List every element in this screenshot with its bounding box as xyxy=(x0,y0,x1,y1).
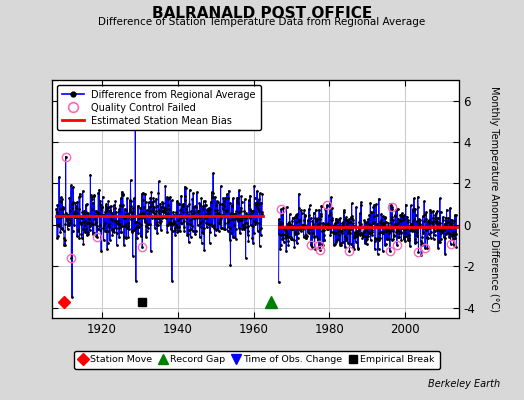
Y-axis label: Monthly Temperature Anomaly Difference (°C): Monthly Temperature Anomaly Difference (… xyxy=(489,86,499,312)
Legend: Station Move, Record Gap, Time of Obs. Change, Empirical Break: Station Move, Record Gap, Time of Obs. C… xyxy=(74,351,440,369)
Text: Berkeley Earth: Berkeley Earth xyxy=(428,379,500,389)
Text: BALRANALD POST OFFICE: BALRANALD POST OFFICE xyxy=(152,6,372,21)
Legend: Difference from Regional Average, Quality Control Failed, Estimated Station Mean: Difference from Regional Average, Qualit… xyxy=(57,85,260,130)
Text: Difference of Station Temperature Data from Regional Average: Difference of Station Temperature Data f… xyxy=(99,17,425,27)
